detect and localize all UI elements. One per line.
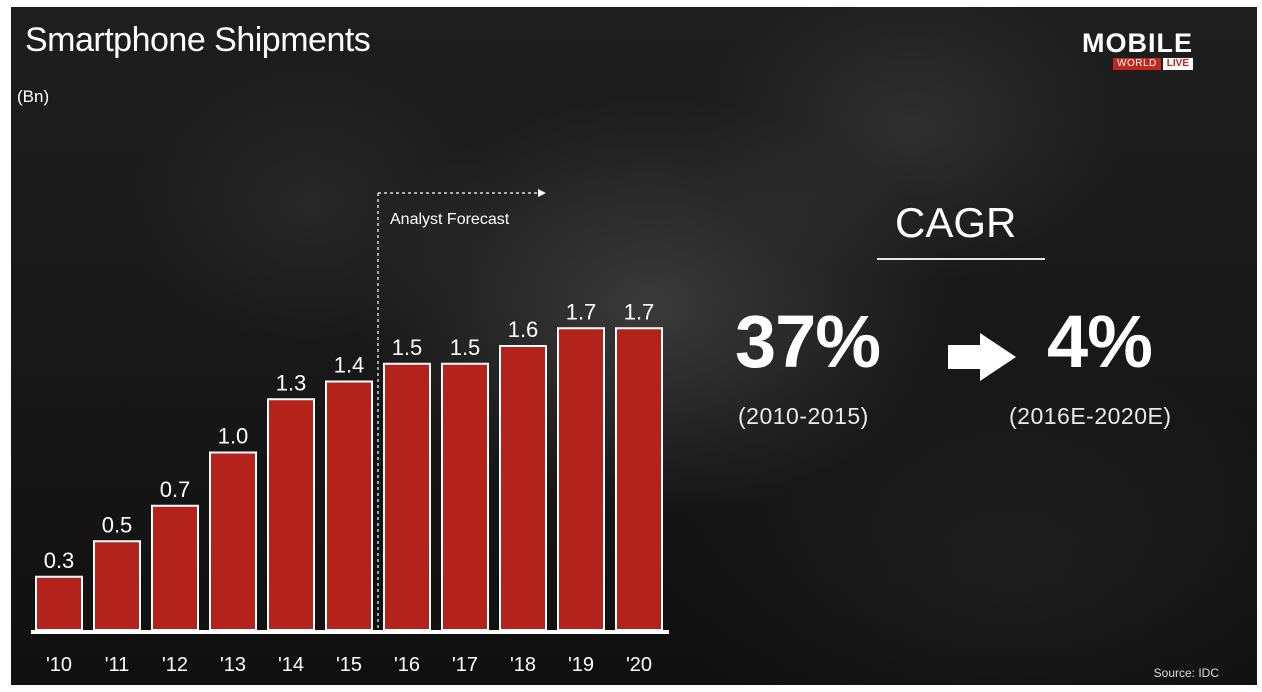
logo-subline: WORLD LIVE [1051, 58, 1193, 70]
bar-value-label: 1.5 [450, 335, 481, 360]
cagr-underline [877, 258, 1045, 260]
x-tick-label: '14 [278, 654, 304, 676]
bar-value-label: 1.5 [392, 335, 423, 360]
bar-value-label: 0.3 [44, 548, 75, 573]
cagr-after-period: (2016E-2020E) [1009, 403, 1172, 429]
cagr-after-value: 4% [1047, 300, 1153, 383]
logo-word-world: WORLD [1113, 58, 1161, 70]
unit-label: (Bn) [17, 87, 50, 106]
chart-title: Smartphone Shipments [25, 21, 371, 59]
logo-word-live: LIVE [1162, 58, 1193, 70]
bar [557, 327, 605, 631]
bar [93, 540, 141, 631]
cagr-before-value: 37% [735, 300, 881, 383]
bar [615, 327, 663, 631]
x-tick-label: '10 [46, 654, 72, 676]
x-tick-label: '16 [394, 654, 420, 676]
x-tick-label: '18 [510, 654, 536, 676]
bar [441, 362, 489, 631]
x-axis-line [31, 630, 669, 634]
bar [325, 380, 373, 631]
x-tick-label: '13 [220, 654, 246, 676]
bar-value-label: 1.4 [334, 353, 365, 378]
forecast-annotation: Analyst Forecast [390, 211, 510, 228]
cagr-heading: CAGR [895, 199, 1017, 246]
bar-value-label: 1.6 [508, 317, 539, 342]
bar-value-label: 1.7 [566, 299, 597, 324]
bar [151, 504, 199, 631]
x-tick-label: '17 [452, 654, 478, 676]
logo-word-mobile: MOBILE [1082, 28, 1193, 58]
bar-value-label: 1.0 [218, 424, 249, 449]
x-tick-label: '19 [568, 654, 594, 676]
cagr-before-period: (2010-2015) [738, 403, 869, 429]
x-tick-label: '11 [105, 654, 130, 676]
bar-chart: 0.3 '10 0.5 '11 0.7 '12 1.0 '13 1.3 '14 1.4 '15 1.5 '… [31, 189, 669, 676]
bar-value-label: 1.3 [276, 370, 307, 395]
x-tick-label: '12 [162, 654, 188, 676]
bar [35, 575, 83, 631]
forecast-arrowhead-icon [538, 189, 546, 197]
x-tick-label: '20 [626, 654, 652, 676]
bar-value-label: 0.7 [160, 477, 191, 502]
bar-value-label: 0.5 [102, 512, 133, 537]
bar [499, 345, 547, 631]
source-note: Source: IDC [1153, 666, 1219, 680]
bar [209, 451, 257, 631]
x-tick-label: '15 [336, 654, 362, 676]
right-arrow-icon [948, 333, 1016, 381]
bar [383, 362, 431, 631]
mobile-world-live-logo: MOBILE WORLD LIVE [1051, 29, 1193, 70]
bar [267, 398, 315, 631]
bar-value-label: 1.7 [624, 299, 655, 324]
slide: Smartphone Shipments (Bn) MOBILE WORLD L… [11, 7, 1257, 685]
